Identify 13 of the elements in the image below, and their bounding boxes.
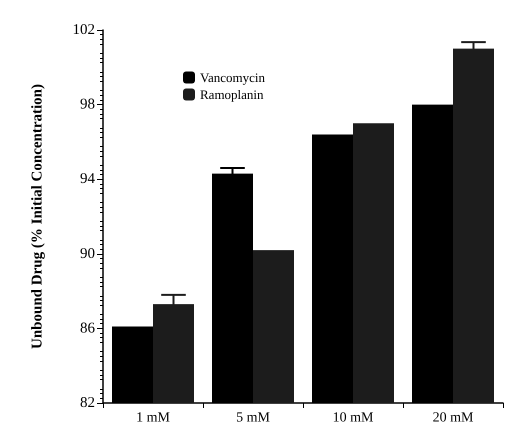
x-tick-label: 20 mM: [432, 410, 474, 426]
y-tick-label: 94: [80, 171, 96, 188]
x-tick-label: 1 mM: [136, 410, 170, 426]
legend-label: Ramoplanin: [200, 87, 264, 102]
legend-label: Vancomycin: [200, 70, 266, 85]
y-tick-label: 86: [80, 320, 96, 336]
x-tick-label: 10 mM: [332, 410, 374, 426]
y-tick-label: 98: [80, 96, 95, 113]
y-tick-label: 82: [80, 395, 95, 411]
x-tick-label: 5 mM: [236, 410, 270, 426]
y-tick-label: 102: [72, 22, 95, 38]
y-axis-title: Unbound Drug (% Initial Concentration): [30, 84, 46, 350]
y-tick-label: 90: [80, 246, 95, 262]
